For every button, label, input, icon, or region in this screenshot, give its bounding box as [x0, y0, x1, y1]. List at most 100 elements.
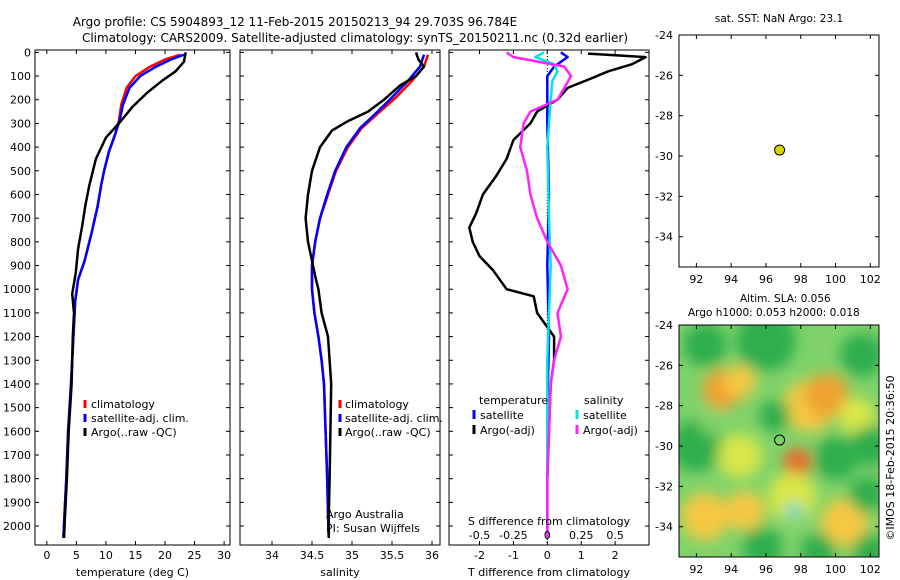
lon-tick-label: 92 [689, 273, 703, 286]
x-axis-label: T difference from climatology [467, 566, 630, 579]
heatmap-blob [813, 436, 858, 481]
depth-tick-label: 600 [10, 188, 31, 201]
heatmap-blob [725, 490, 766, 531]
x-tick-label: -2 [474, 549, 485, 562]
depth-tick-label: 0 [24, 46, 31, 59]
x-tick-label: 35.5 [380, 549, 405, 562]
legend-label: climatology [345, 398, 409, 411]
heatmap-blob [742, 526, 783, 557]
depth-tick-label: 1400 [3, 378, 31, 391]
x-tick-label: 30 [217, 549, 231, 562]
lon-tick-label: 102 [860, 273, 881, 286]
depth-tick-label: 200 [10, 94, 31, 107]
lon-tick-label: 92 [689, 563, 703, 576]
heatmap-blob [804, 373, 849, 418]
lon-tick-label: 100 [825, 273, 846, 286]
depth-tick-label: 1500 [3, 402, 31, 415]
s-tick-label: -0.5 [469, 529, 490, 542]
heatmap-blob [768, 472, 817, 521]
argo-position-marker [774, 434, 786, 446]
heatmap-blobs [679, 325, 879, 557]
lon-tick-label: 96 [759, 563, 773, 576]
legend-label: Argo(..raw -QC) [91, 426, 177, 439]
title-line-1: Argo profile: CS 5904893_12 11-Feb-2015 … [73, 15, 518, 29]
s-tick-label: 0.25 [569, 529, 594, 542]
heatmap-blob [681, 492, 730, 541]
copyright-label: ©IMOS 18-Feb-2015 20:36:50 [884, 375, 897, 540]
series-line [310, 54, 426, 538]
sla-heatmap [679, 325, 879, 557]
lat-tick-label: -24 [655, 29, 673, 42]
lon-tick-label: 96 [759, 273, 773, 286]
lat-tick-label: -28 [655, 400, 673, 413]
heatmap-blob [852, 532, 879, 557]
heatmap-blob [785, 502, 802, 519]
x-tick-label: 20 [158, 549, 172, 562]
lat-tick-label: -26 [655, 359, 673, 372]
temperature-panel: 0100200300400500600700800900100011001200… [3, 46, 231, 579]
depth-tick-label: 300 [10, 117, 31, 130]
pi-annotation: PI: Susan Wijffels [326, 522, 420, 535]
series-line [468, 52, 647, 538]
lon-tick-label: 98 [794, 563, 808, 576]
s-tick-label: 0.5 [606, 529, 624, 542]
heatmap-blob [838, 397, 875, 434]
temperature-axes-box [34, 49, 231, 546]
legend-label: satellite [583, 409, 627, 422]
legend-label: Argo(..raw -QC) [345, 426, 431, 439]
legend-label: satellite-adj. clim. [91, 412, 189, 425]
heatmap-blob [699, 407, 728, 436]
series-line [304, 51, 426, 538]
heatmap-blob [820, 498, 869, 547]
lat-tick-label: -34 [655, 231, 673, 244]
s-difference-label: S difference from climatology [468, 515, 631, 528]
difference-axes-box [448, 49, 650, 546]
heatmap-blob [717, 434, 762, 479]
heatmap-blob [839, 333, 879, 378]
title-line-2: Climatology: CARS2009. Satellite-adjuste… [82, 31, 628, 45]
sla-title-line-2: Argo h1000: 0.053 h2000: 0.018 [688, 307, 860, 319]
depth-tick-label: 1900 [3, 496, 31, 509]
heatmap-blob [723, 365, 756, 398]
x-tick-label: 5 [73, 549, 80, 562]
lon-tick-label: 100 [825, 563, 846, 576]
x-tick-label: 10 [99, 549, 113, 562]
lat-tick-label: -34 [655, 521, 673, 534]
lat-tick-label: -32 [655, 190, 673, 203]
lat-tick-label: -26 [655, 69, 673, 82]
x-tick-label: 36 [425, 549, 439, 562]
depth-tick-label: 700 [10, 212, 31, 225]
map-axes-box [678, 34, 880, 268]
operator-annotation: Argo Australia [326, 508, 404, 521]
depth-tick-label: 800 [10, 236, 31, 249]
sst-map-panel: 92 94 96 98 100 102 -24 -26 -28 -30 -32 -34 sat. SST… [655, 13, 881, 286]
heatmap-blob [850, 426, 879, 467]
heatmap-blob [758, 399, 791, 432]
salinity-axes-box [239, 49, 441, 546]
lat-tick-label: -30 [655, 150, 673, 163]
x-axis-label: salinity [320, 566, 360, 579]
legend-label: satellite-adj. clim. [345, 412, 443, 425]
lat-tick-label: -28 [655, 110, 673, 123]
salinity-panel: 34 34.5 35 35.5 36 salinity climatologysatelli… [239, 49, 443, 579]
sst-map-title: sat. SST: NaN Argo: 23.1 [715, 13, 843, 25]
depth-tick-label: 100 [10, 70, 31, 83]
legend-header-salinity: salinity [584, 394, 624, 407]
lat-tick-label: -30 [655, 440, 673, 453]
depth-tick-label: 500 [10, 165, 31, 178]
lon-tick-label: 102 [860, 563, 881, 576]
depth-tick-label: 1200 [3, 331, 31, 344]
sla-title-line-1: Altim. SLA: 0.056 [740, 293, 831, 305]
heatmap-blob [783, 448, 812, 477]
s-tick-label: -0.25 [499, 529, 527, 542]
lon-tick-label: 98 [794, 273, 808, 286]
depth-tick-label: 400 [10, 141, 31, 154]
argo-position-marker [774, 144, 786, 156]
depth-tick-label: 1600 [3, 425, 31, 438]
legend-label: Argo(-adj) [583, 424, 638, 437]
depth-tick-label: 900 [10, 260, 31, 273]
lon-tick-label: 94 [724, 273, 738, 286]
lon-tick-label: 94 [724, 563, 738, 576]
legend-label: satellite [480, 409, 524, 422]
